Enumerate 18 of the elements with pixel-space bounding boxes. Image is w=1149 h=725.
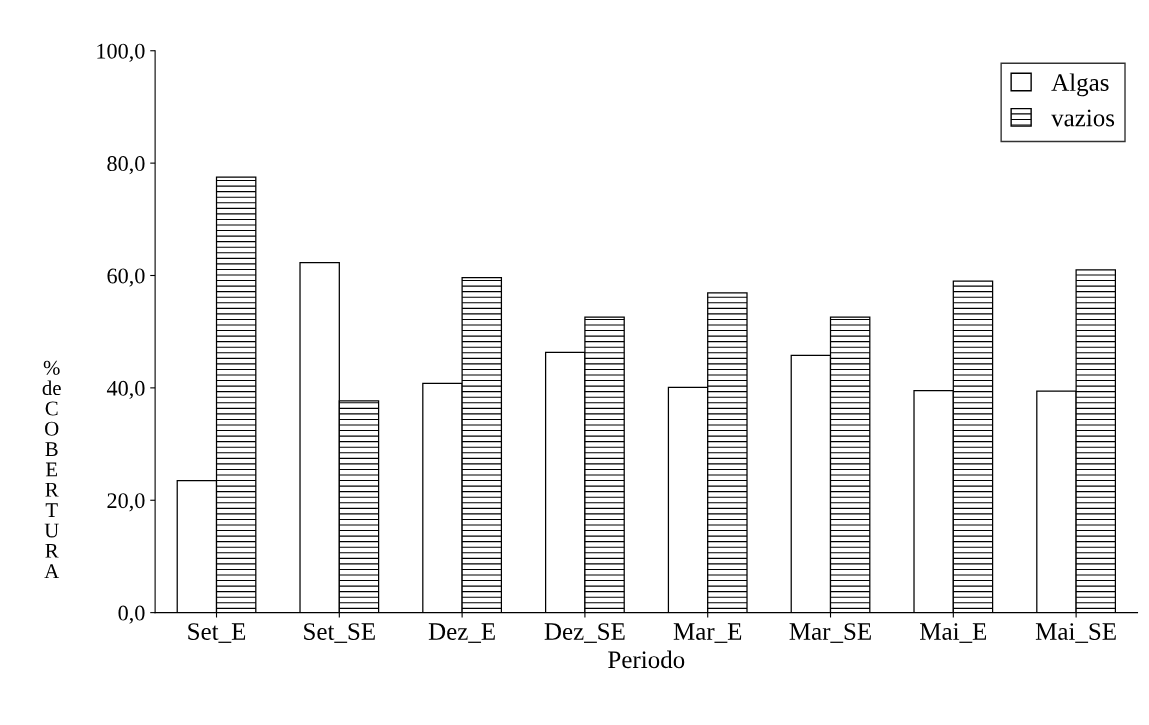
legend-label: vazios [1051,109,1115,127]
x-axis-title: Periodo [608,650,685,669]
x-tick-label: Mar_SE [789,623,871,643]
text: % de COBERTURA [42,360,61,578]
x-tick-label: Set_E [188,623,246,643]
x-tick-label: Mai_SE [1035,623,1116,643]
x-tick-label: Mai_E [920,623,987,643]
x-tick-label: Dez_E [428,623,495,643]
legend-label: Algas [1051,73,1109,97]
x-tick-label: Set_SE [304,623,375,643]
x-tick-label: Mar_E [673,623,742,643]
y-tick-label: 0,0 [118,605,145,624]
x-tick-label: Dez_SE [544,623,625,643]
y-tick-label: 80,0 [107,156,145,175]
y-tick-label: 60,0 [107,268,145,287]
y-tick-label: 40,0 [106,380,145,399]
y-tick-label: 100,0 [97,43,145,62]
y-tick-label: 20,0 [107,493,145,512]
